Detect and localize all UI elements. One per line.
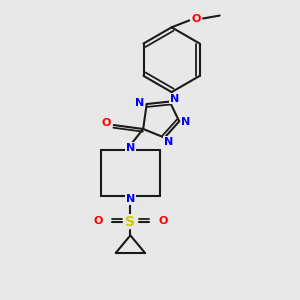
Text: O: O: [93, 216, 103, 226]
Text: N: N: [126, 143, 135, 153]
Text: O: O: [101, 118, 111, 128]
Text: N: N: [164, 136, 173, 147]
Text: N: N: [170, 94, 179, 103]
Text: S: S: [125, 214, 135, 229]
Text: O: O: [191, 14, 201, 25]
Text: N: N: [126, 194, 135, 204]
Text: O: O: [158, 216, 167, 226]
Text: N: N: [182, 117, 191, 127]
Text: N: N: [135, 98, 144, 108]
